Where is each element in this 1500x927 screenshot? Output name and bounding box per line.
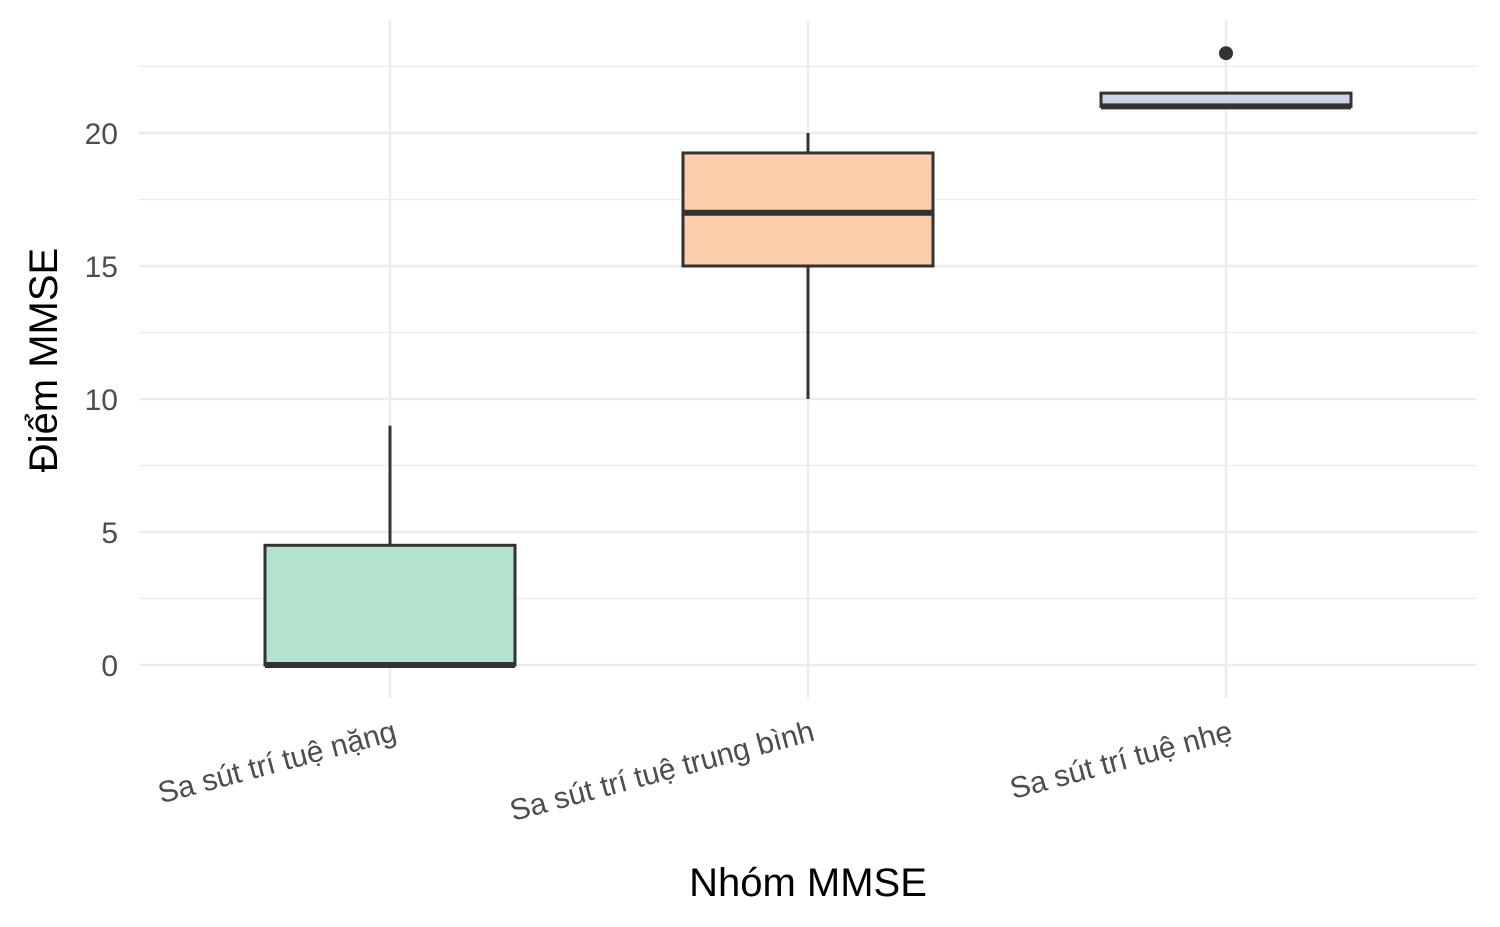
y-tick-label: 0 [101, 650, 118, 683]
box-group [1099, 46, 1353, 110]
x-tick-label: Sa sút trí tuệ nhẹ [1007, 715, 1236, 806]
outlier-point [1219, 46, 1233, 61]
x-tick-label: Sa sút trí tuệ trung bình [506, 715, 817, 828]
y-tick-label: 10 [85, 384, 118, 417]
box-group [263, 425, 517, 668]
box-iqr [263, 543, 517, 667]
y-axis-ticks: 0 5 10 15 20 [85, 118, 118, 683]
box-iqr [681, 151, 935, 268]
boxes [263, 46, 1353, 668]
y-tick-label: 5 [101, 517, 118, 550]
y-tick-label: 20 [85, 118, 118, 151]
x-axis-ticks: Sa sút trí tuệ nặng Sa sút trí tuệ trung … [154, 715, 1235, 828]
y-tick-label: 15 [85, 251, 118, 284]
y-axis-title: Điểm MMSE [22, 248, 66, 472]
x-axis-title: Nhóm MMSE [689, 861, 927, 905]
x-tick-label: Sa sút trí tuệ nặng [154, 715, 399, 810]
box-group [681, 133, 935, 399]
